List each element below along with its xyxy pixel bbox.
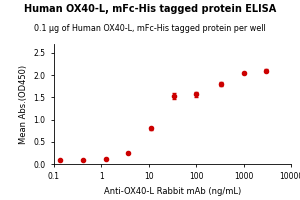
Y-axis label: Mean Abs.(OD450): Mean Abs.(OD450) [19,64,28,144]
X-axis label: Anti-OX40-L Rabbit mAb (ng/mL): Anti-OX40-L Rabbit mAb (ng/mL) [104,187,241,196]
Text: 0.1 μg of Human OX40-L, mFc-His tagged protein per well: 0.1 μg of Human OX40-L, mFc-His tagged p… [34,24,266,33]
Text: Human OX40-L, mFc-His tagged protein ELISA: Human OX40-L, mFc-His tagged protein ELI… [24,4,276,14]
Title: Human OX40-L, mFc-His tagged protein ELISA
0.1 μg of Human OX40-L, mFc-His tagge: Human OX40-L, mFc-His tagged protein ELI… [0,199,1,200]
